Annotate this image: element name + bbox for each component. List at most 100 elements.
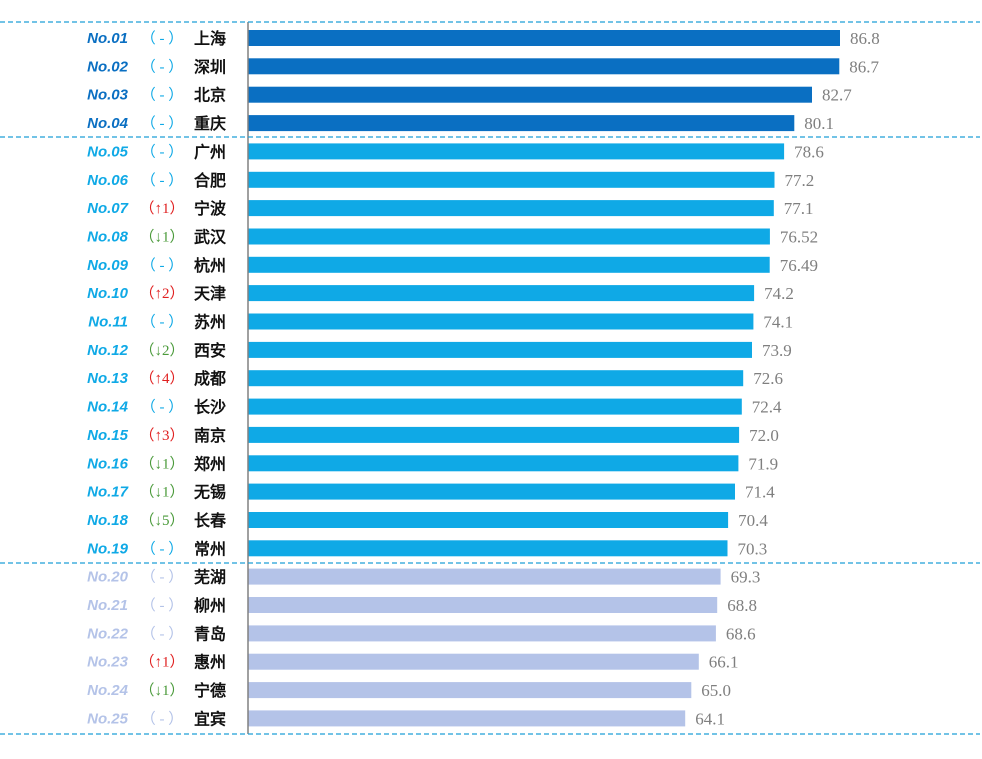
bar-南京 — [248, 426, 740, 443]
bar-长春 — [248, 512, 729, 528]
city-label: 合肥 — [194, 171, 226, 190]
city-label: 芜湖 — [194, 568, 226, 587]
bar-芜湖 — [248, 568, 721, 585]
rank-label: No.13 — [87, 370, 129, 387]
rank-change-label: （ - ） — [141, 30, 184, 47]
city-label: 重庆 — [194, 114, 226, 133]
value-label: 74.2 — [764, 284, 794, 303]
bar-宜宾 — [248, 710, 686, 727]
city-label: 宁波 — [194, 199, 227, 218]
rank-change-label: （ - ） — [141, 87, 184, 104]
rank-label: No.22 — [87, 625, 129, 642]
city-label: 杭州 — [194, 256, 226, 275]
rank-change-label: （ - ） — [141, 569, 184, 586]
rank-change-label: （↓2） — [139, 342, 184, 359]
bar-宁德 — [248, 682, 692, 699]
bar-柳州 — [248, 597, 718, 613]
city-label: 无锡 — [193, 483, 226, 502]
rank-label: No.12 — [87, 342, 129, 359]
city-label: 上海 — [194, 29, 226, 48]
rank-label: No.21 — [87, 597, 128, 614]
city-label: 常州 — [194, 539, 226, 558]
city-label: 长沙 — [194, 398, 226, 417]
value-label: 64.1 — [695, 709, 725, 728]
rank-label: No.16 — [87, 455, 129, 472]
bar-上海 — [248, 30, 840, 46]
value-label: 72.6 — [753, 369, 783, 388]
rank-change-label: （↑1） — [139, 200, 184, 217]
rank-label: No.08 — [87, 229, 129, 246]
rank-change-label: （ - ） — [141, 597, 184, 614]
rank-label: No.07 — [87, 200, 129, 217]
bar-苏州 — [248, 313, 754, 330]
rank-label: No.14 — [87, 399, 129, 416]
value-label: 76.49 — [780, 256, 818, 275]
rank-change-label: （↓1） — [139, 455, 184, 472]
value-label: 72.0 — [749, 426, 779, 445]
value-label: 69.3 — [731, 568, 761, 587]
rank-label: No.09 — [87, 257, 129, 274]
value-label: 78.6 — [794, 142, 824, 161]
bar-广州 — [248, 143, 785, 160]
rank-label: No.20 — [87, 569, 129, 586]
rank-label: No.04 — [87, 115, 129, 132]
city-label: 深圳 — [194, 57, 226, 76]
rank-change-label: （ - ） — [141, 625, 184, 642]
value-label: 72.4 — [752, 398, 782, 417]
bar-杭州 — [248, 256, 770, 273]
rank-label: No.17 — [87, 484, 129, 501]
rank-change-label: （ - ） — [141, 399, 184, 416]
value-label: 86.8 — [850, 29, 880, 48]
city-label: 宁德 — [194, 681, 226, 700]
rank-change-label: （↓1） — [139, 229, 184, 246]
city-label: 天津 — [194, 284, 226, 303]
rank-label: No.19 — [87, 540, 129, 557]
city-label: 柳州 — [194, 596, 226, 615]
value-label: 68.8 — [727, 596, 757, 615]
bar-天津 — [248, 285, 755, 302]
value-label: 71.9 — [748, 454, 778, 473]
city-label: 西安 — [194, 341, 226, 360]
value-label: 65.0 — [701, 681, 731, 700]
rank-change-label: （ - ） — [141, 540, 184, 557]
bar-成都 — [248, 370, 744, 387]
rank-label: No.05 — [87, 143, 129, 160]
city-label: 苏州 — [194, 313, 226, 332]
rank-label: No.11 — [88, 314, 128, 331]
value-label: 76.52 — [780, 228, 818, 247]
bar-北京 — [248, 86, 812, 103]
rank-label: No.18 — [87, 512, 129, 529]
rank-label: No.10 — [87, 285, 129, 302]
bar-长沙 — [248, 398, 742, 415]
bar-深圳 — [248, 58, 840, 75]
value-label: 71.4 — [745, 483, 775, 502]
bar-青岛 — [248, 625, 716, 642]
city-label: 长春 — [194, 511, 227, 530]
rank-label: No.01 — [87, 30, 128, 47]
rank-change-label: （↑3） — [139, 427, 184, 444]
rank-change-label: （↓1） — [139, 484, 184, 501]
value-label: 70.4 — [738, 511, 768, 530]
value-label: 82.7 — [822, 86, 852, 105]
rank-change-label: （ - ） — [141, 172, 184, 189]
value-label: 77.2 — [785, 171, 815, 190]
bar-无锡 — [248, 483, 735, 500]
rank-change-label: （ - ） — [141, 257, 184, 274]
rank-change-label: （ - ） — [141, 143, 184, 160]
rank-change-label: （ - ） — [141, 314, 184, 331]
value-label: 73.9 — [762, 341, 792, 360]
rank-change-label: （↓5） — [139, 512, 184, 529]
rank-change-label: （↑2） — [139, 285, 184, 302]
city-label: 南京 — [194, 426, 226, 445]
rank-change-label: （↑1） — [139, 654, 184, 671]
rank-label: No.23 — [87, 654, 129, 671]
city-label: 郑州 — [194, 454, 226, 473]
city-label: 惠州 — [194, 653, 226, 672]
value-label: 66.1 — [709, 653, 739, 672]
bar-宁波 — [248, 200, 774, 217]
bar-重庆 — [248, 115, 795, 132]
value-label: 86.7 — [849, 57, 879, 76]
city-label: 北京 — [194, 86, 226, 105]
value-label: 80.1 — [804, 114, 834, 133]
